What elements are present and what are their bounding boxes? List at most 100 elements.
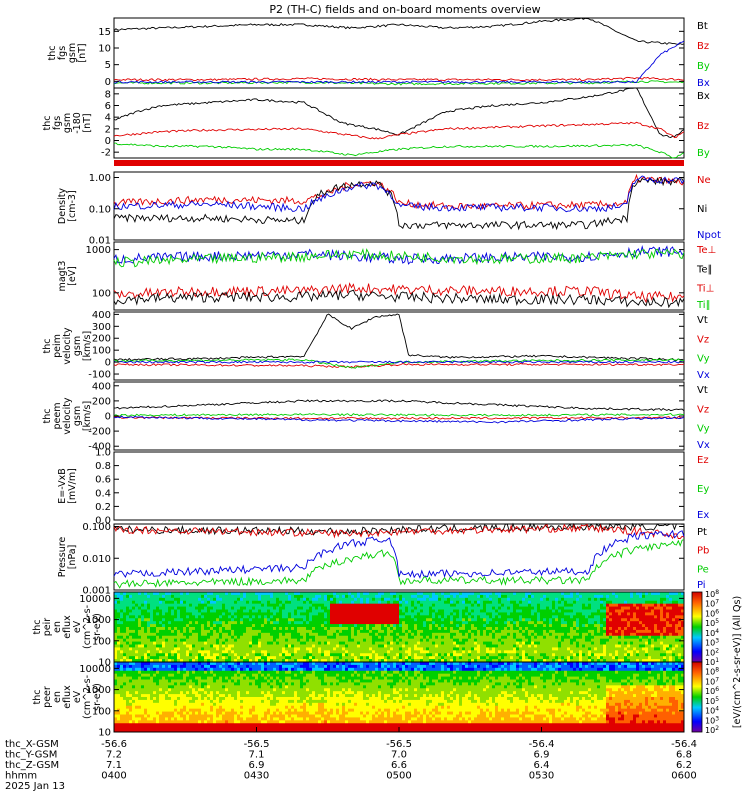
spectrogram-cell bbox=[396, 641, 400, 645]
spectrogram-cell bbox=[648, 653, 652, 657]
spectrogram-cell bbox=[216, 632, 220, 637]
spectrogram-cell bbox=[345, 659, 349, 663]
spectrogram-cell bbox=[483, 621, 487, 625]
spectrogram-cell bbox=[630, 597, 634, 602]
spectrogram-cell bbox=[285, 606, 289, 610]
spectrogram-cell bbox=[267, 624, 271, 628]
spectrogram-cell bbox=[327, 644, 331, 648]
spectrogram-cell bbox=[129, 592, 133, 596]
spectrogram-cell bbox=[342, 606, 346, 610]
spectrogram-cell bbox=[594, 600, 598, 605]
spectrogram-cell bbox=[336, 615, 340, 619]
spectrogram-cell bbox=[309, 612, 313, 616]
spectrogram-cell bbox=[681, 629, 685, 634]
spectrogram-cell bbox=[378, 615, 382, 619]
spectrogram-cell bbox=[210, 603, 214, 607]
spectrogram-cell bbox=[117, 694, 121, 698]
spectrogram-cell bbox=[120, 711, 124, 715]
spectrogram-cell bbox=[501, 597, 505, 602]
spectrogram-cell bbox=[501, 624, 505, 628]
spectrogram-cell bbox=[156, 594, 160, 599]
spectrogram-cell bbox=[396, 656, 400, 660]
spectrogram-cell bbox=[138, 705, 142, 710]
spectrogram-cell bbox=[468, 644, 472, 648]
spectrogram-cell bbox=[129, 676, 133, 680]
spectrogram-cell bbox=[369, 650, 373, 654]
spectrogram-cell bbox=[528, 624, 532, 628]
spectrogram-cell bbox=[603, 641, 607, 645]
spectrogram-cell bbox=[246, 638, 250, 642]
spectrogram-cell bbox=[171, 615, 175, 619]
spectrogram-cell bbox=[264, 592, 268, 596]
spectrogram-cell bbox=[342, 632, 346, 637]
spectrogram-cell bbox=[126, 641, 130, 645]
spectrogram-cell bbox=[645, 644, 649, 648]
spectrogram-cell bbox=[495, 629, 499, 634]
spectrogram-cell bbox=[219, 659, 223, 663]
spectrogram-cell bbox=[651, 606, 655, 610]
spectrogram-cell bbox=[153, 612, 157, 616]
spectrogram-cell bbox=[189, 624, 193, 628]
spectrogram-cell bbox=[129, 650, 133, 654]
spectrogram-cell bbox=[402, 635, 406, 640]
spectrogram-cell bbox=[396, 644, 400, 648]
spectrogram-cell bbox=[492, 621, 496, 625]
spectrogram-cell bbox=[657, 656, 661, 660]
spectrogram-cell bbox=[441, 609, 445, 613]
spectrogram-cell bbox=[441, 612, 445, 616]
spectrogram-cell bbox=[630, 647, 634, 651]
spectrogram-cell bbox=[528, 612, 532, 616]
spectrogram-cell bbox=[645, 592, 649, 596]
spectrogram-cell bbox=[156, 632, 160, 637]
spectrogram-cell bbox=[660, 594, 664, 599]
spectrogram-cell bbox=[561, 653, 565, 657]
spectrogram-cell bbox=[576, 638, 580, 642]
spectrogram-cell bbox=[249, 600, 253, 605]
spectrogram-cell bbox=[552, 632, 556, 637]
spectrogram-cell bbox=[237, 647, 241, 651]
spectrogram-cell bbox=[309, 650, 313, 654]
spectrogram-cell bbox=[141, 635, 145, 640]
spectrogram-cell bbox=[609, 629, 613, 634]
spectrogram-cell bbox=[633, 594, 637, 599]
spectrogram-cell bbox=[156, 603, 160, 607]
spectrogram-cell bbox=[288, 592, 292, 596]
spectrogram-cell bbox=[180, 641, 184, 645]
spectrogram-cell bbox=[537, 653, 541, 657]
spectrogram-cell bbox=[606, 629, 610, 634]
spectrogram-cell bbox=[135, 694, 139, 698]
spectrogram-cell bbox=[285, 644, 289, 648]
spectrogram-cell bbox=[306, 629, 310, 634]
spectrogram-cell bbox=[675, 641, 679, 645]
spectrogram-cell bbox=[678, 627, 682, 631]
spectrogram-cell bbox=[435, 597, 439, 602]
spectrogram-cell bbox=[582, 638, 586, 642]
spectrogram-cell bbox=[429, 618, 433, 622]
spectrogram-cell bbox=[126, 676, 130, 680]
spectrogram-cell bbox=[582, 618, 586, 622]
spectrogram-cell bbox=[543, 659, 547, 663]
spectrogram-cell bbox=[474, 600, 478, 605]
spectrogram-cell bbox=[192, 621, 196, 625]
spectrogram-cell bbox=[459, 632, 463, 637]
spectrogram-cell bbox=[411, 603, 415, 607]
spectrogram-cell bbox=[594, 647, 598, 651]
spectrogram-cell bbox=[333, 653, 337, 657]
spectrogram-cell bbox=[246, 632, 250, 637]
spectrogram-cell bbox=[300, 635, 304, 640]
spectrogram-cell bbox=[270, 641, 274, 645]
spectrogram-cell bbox=[222, 644, 226, 648]
spectrogram-cell bbox=[345, 635, 349, 640]
spectrogram-cell bbox=[564, 594, 568, 599]
spectrogram-cell bbox=[474, 612, 478, 616]
spectrogram-cell bbox=[159, 632, 163, 637]
spectrogram-cell bbox=[243, 635, 247, 640]
spectrogram-cell bbox=[231, 594, 235, 599]
spectrogram-cell bbox=[420, 644, 424, 648]
spectrogram-cell bbox=[393, 656, 397, 660]
spectrogram-cell bbox=[612, 638, 616, 642]
spectrogram-cell bbox=[213, 624, 217, 628]
spectrogram-cell bbox=[606, 606, 610, 610]
spectrogram-cell bbox=[654, 624, 658, 628]
spectrogram-cell bbox=[663, 615, 667, 619]
